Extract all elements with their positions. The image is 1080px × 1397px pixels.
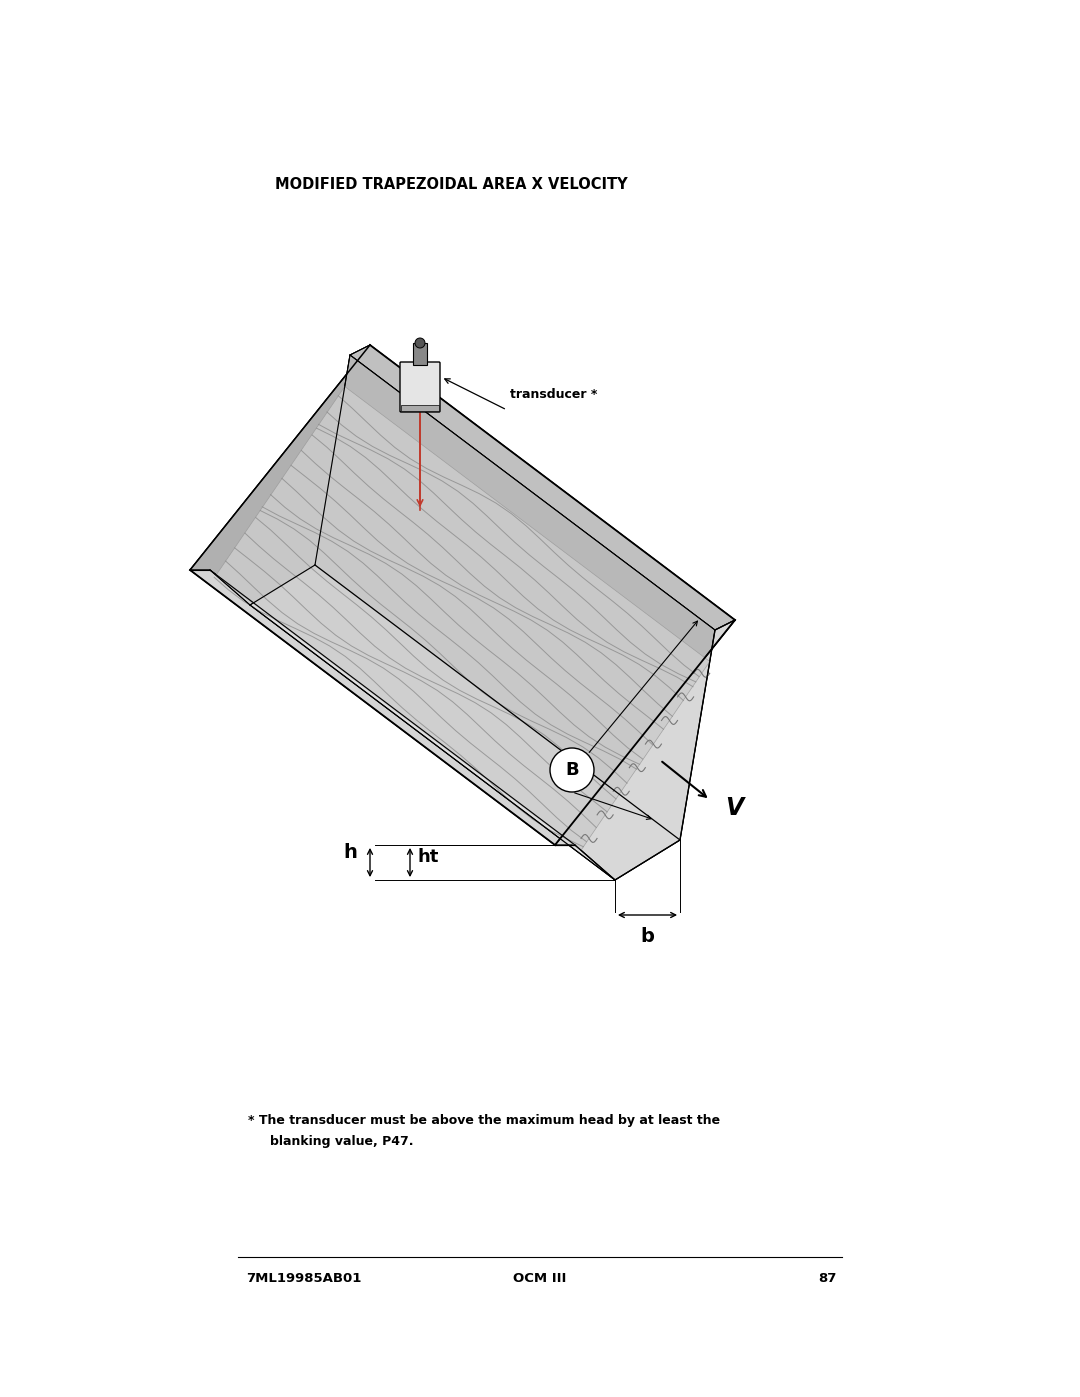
Text: b: b [640, 928, 654, 947]
Polygon shape [190, 570, 575, 845]
Text: ht: ht [417, 848, 438, 866]
Polygon shape [249, 564, 680, 880]
Text: transducer *: transducer * [510, 388, 597, 401]
Text: blanking value, P47.: blanking value, P47. [270, 1134, 414, 1148]
Text: 7ML19985AB01: 7ML19985AB01 [246, 1271, 362, 1285]
Text: 87: 87 [819, 1271, 837, 1285]
Bar [401, 405, 438, 411]
Text: * The transducer must be above the maximum head by at least the: * The transducer must be above the maxim… [248, 1113, 720, 1127]
Polygon shape [555, 620, 735, 880]
Polygon shape [350, 345, 735, 630]
Text: OCM III: OCM III [513, 1271, 567, 1285]
Circle shape [415, 338, 426, 348]
Polygon shape [190, 345, 735, 845]
Text: MODIFIED TRAPEZOIDAL AREA X VELOCITY: MODIFIED TRAPEZOIDAL AREA X VELOCITY [275, 177, 629, 191]
Circle shape [550, 747, 594, 792]
Polygon shape [315, 355, 715, 840]
Bar [413, 344, 427, 365]
Polygon shape [190, 345, 370, 605]
Polygon shape [210, 570, 615, 880]
Text: B: B [565, 761, 579, 780]
FancyBboxPatch shape [400, 362, 440, 412]
Polygon shape [216, 387, 710, 851]
Text: h: h [343, 842, 356, 862]
Text: V: V [725, 796, 743, 820]
